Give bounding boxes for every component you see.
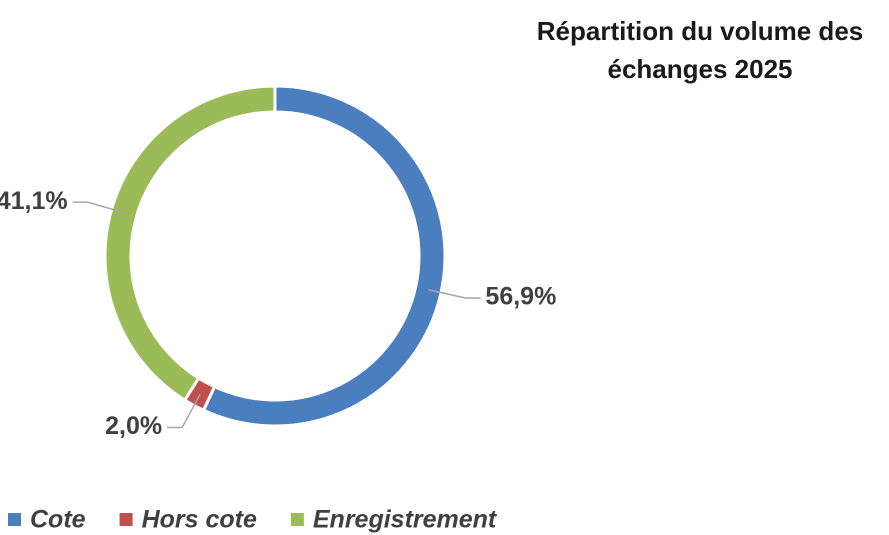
value-label: 41,1% [0, 187, 68, 215]
leader-line [167, 393, 201, 429]
legend-label: Hors cote [142, 506, 257, 534]
leader-line [72, 201, 125, 214]
legend-swatch [290, 513, 304, 526]
legend-swatch [8, 513, 21, 526]
donut-segment [103, 84, 277, 403]
legend-label: Cote [30, 506, 86, 534]
legend-swatch [119, 513, 133, 526]
value-label: 56,9% [485, 283, 556, 311]
donut-segment [201, 84, 447, 428]
chart-title: Répartition du volume des échanges 2025 [536, 16, 864, 84]
leader-line [428, 289, 481, 299]
value-label: 2,0% [105, 412, 162, 440]
legend-label: Enregistrement [313, 506, 498, 534]
